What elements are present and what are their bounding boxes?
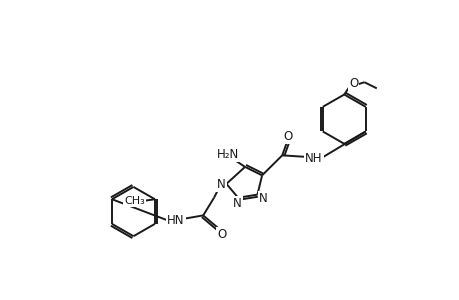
Text: CH₃: CH₃ — [124, 196, 145, 206]
Text: O: O — [348, 77, 358, 90]
Text: O: O — [283, 130, 292, 142]
Text: HN: HN — [167, 214, 185, 226]
Text: N: N — [216, 178, 225, 191]
Text: O: O — [217, 228, 226, 241]
Text: H₂N: H₂N — [216, 148, 239, 161]
Text: N: N — [259, 192, 268, 205]
Text: N: N — [232, 197, 241, 210]
Text: NH: NH — [305, 152, 322, 165]
